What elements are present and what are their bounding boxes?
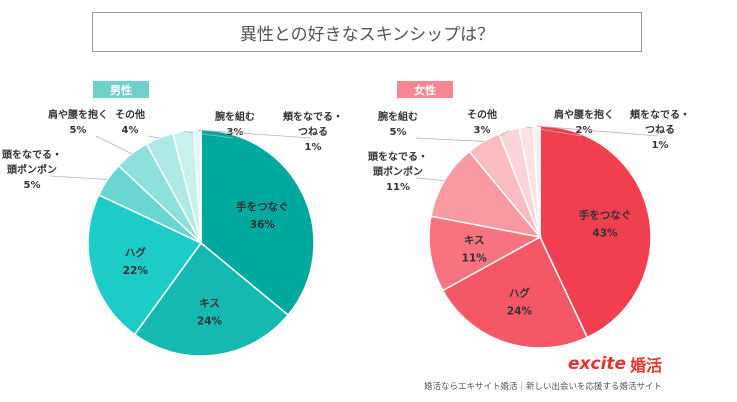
female-slice-3 (430, 150, 542, 239)
female-value-6: 2% (576, 125, 593, 136)
female-leader-3 (415, 177, 445, 181)
male-label-0: 手をつなぐ (236, 200, 289, 213)
female-value-5: 3% (474, 125, 491, 136)
female-slice-1 (441, 235, 589, 349)
male-leader-4 (95, 135, 132, 155)
female-label-7: つねる (645, 124, 675, 136)
male-label-5: その他 (115, 108, 145, 121)
page-title: 異性との好きなスキンシップは？ (92, 12, 642, 52)
male-value-0: 36% (250, 219, 276, 231)
female-label-4: 腕を組む (378, 110, 418, 123)
female-leader-5 (499, 130, 510, 137)
male-leader-7 (197, 129, 312, 139)
female-value-7: 1% (652, 140, 669, 151)
logo-suffix: 婚活 (630, 356, 663, 375)
male-label-2: ハグ (125, 246, 146, 259)
female-slice-0 (539, 125, 652, 339)
female-badge: 女性 (397, 81, 453, 98)
male-label-3: 頭をなでる・ (2, 149, 62, 161)
male-slice-1 (133, 241, 290, 357)
male-label-7: 頬をなでる・ (283, 110, 343, 123)
male-leader-3 (49, 175, 108, 180)
female-value-4: 5% (390, 127, 407, 138)
male-value-4: 5% (70, 125, 87, 136)
male-value-1: 24% (197, 315, 223, 327)
female-label-5: その他 (467, 108, 497, 121)
male-value-7: 1% (305, 142, 322, 153)
female-slice-2 (428, 215, 543, 292)
male-label-6: 腕を組む (215, 110, 255, 123)
female-label-0: 手をつなぐ (579, 208, 632, 221)
footer-text: 婚活ならエキサイト婚活｜新しい出会いを応援する婚活サイト (424, 382, 663, 392)
male-value-3: 5% (24, 180, 41, 191)
female-label-1: ハグ (509, 286, 530, 299)
female-label-6: 肩や腰を抱く (554, 108, 614, 121)
female-leader-7 (536, 125, 659, 137)
female-value-0: 43% (592, 227, 618, 239)
female-label-2: キス (464, 234, 485, 246)
male-badge: 男性 (93, 81, 149, 98)
male-label-1: キス (199, 297, 220, 309)
female-value-2: 11% (462, 252, 488, 264)
male-slice-0 (200, 129, 315, 317)
male-leader-6 (183, 130, 234, 139)
excite-logo: excite 婚活 (568, 352, 662, 376)
logo-text: excite (568, 354, 627, 374)
female-label-7: 頬をなでる・ (630, 108, 690, 121)
female-value-3: 11% (386, 182, 410, 193)
male-label-4: 肩や腰を抱く (48, 108, 108, 121)
male-value-2: 22% (123, 265, 149, 277)
male-value-5: 4% (122, 125, 139, 136)
male-leader-5 (147, 135, 160, 139)
male-label-3: 頭ポンポン (7, 163, 57, 176)
female-value-1: 24% (507, 305, 533, 317)
male-label-7: つねる (298, 126, 328, 138)
female-label-3: 頭ポンポン (373, 165, 423, 178)
female-leader-4 (415, 137, 484, 142)
female-label-3: 頭をなでる・ (368, 151, 428, 163)
